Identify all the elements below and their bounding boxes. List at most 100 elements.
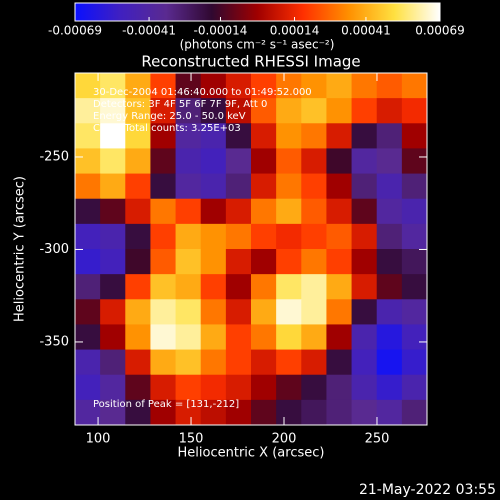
- heatmap-cell: [75, 123, 101, 149]
- colorbar-tick-label: 0.00014: [270, 24, 320, 38]
- heatmap-cell: [351, 249, 378, 275]
- heatmap-cell: [351, 349, 378, 376]
- heatmap-cell: [75, 374, 101, 401]
- heatmap-cell: [175, 198, 202, 225]
- heatmap-cell: [326, 73, 353, 99]
- heatmap-cell: [301, 249, 327, 275]
- heatmap-cell: [401, 324, 428, 351]
- heatmap-cell: [100, 198, 126, 225]
- heatmap-cell: [175, 399, 202, 426]
- heatmap-cell: [175, 349, 202, 376]
- heatmap-cell: [301, 223, 327, 250]
- heatmap-cell: [351, 198, 378, 225]
- y-axis-label: Heliocentric Y (arcsec): [13, 176, 28, 322]
- chart-title: Reconstructed RHESSI Image: [141, 53, 360, 71]
- heatmap-cell: [276, 173, 302, 200]
- heatmap-cell: [225, 399, 252, 426]
- timestamp: 21-May-2022 03:55: [359, 482, 496, 498]
- heatmap-cell: [326, 249, 353, 275]
- heatmap-cell: [225, 173, 252, 200]
- heatmap-cell: [251, 223, 277, 250]
- heatmap-cell: [251, 249, 277, 275]
- annotation: Clean Total counts: 3.25E+03: [93, 123, 241, 134]
- heatmap-cell: [225, 374, 252, 401]
- heatmap-cell: [326, 324, 353, 351]
- heatmap-cell: [276, 223, 302, 250]
- heatmap-cell: [75, 399, 101, 426]
- heatmap-cell: [326, 349, 353, 376]
- heatmap-cell: [200, 299, 227, 325]
- heatmap-cell: [251, 73, 277, 99]
- heatmap-cell: [326, 399, 353, 426]
- heatmap-cell: [175, 249, 202, 275]
- heatmap-cell: [100, 173, 126, 200]
- heatmap-cell: [251, 198, 277, 225]
- heatmap-cell: [326, 98, 353, 124]
- heatmap-cell: [100, 324, 126, 351]
- heatmap-cell: [326, 299, 353, 325]
- colorbar-tick-label: 0.00069: [415, 24, 465, 38]
- heatmap-cell: [351, 173, 378, 200]
- heatmap-cell: [401, 249, 428, 275]
- heatmap-cell: [175, 73, 202, 99]
- heatmap-cell: [125, 223, 151, 250]
- heatmap-cell: [175, 173, 202, 200]
- x-tick-label: 150: [179, 432, 204, 447]
- heatmap-cell: [251, 274, 277, 300]
- heatmap-cell: [326, 173, 353, 200]
- heatmap-cell: [351, 374, 378, 401]
- heatmap-cell: [125, 98, 151, 124]
- heatmap-cell: [125, 148, 151, 175]
- heatmap-cell: [150, 148, 177, 175]
- heatmap-cell: [276, 249, 302, 275]
- heatmap-cell: [301, 274, 327, 300]
- heatmap-cell: [225, 123, 252, 149]
- heatmap-cell: [75, 299, 101, 325]
- heatmap-cell: [75, 249, 101, 275]
- colorbar-tick-label: 0.00041: [341, 24, 391, 38]
- heatmap-cell: [175, 299, 202, 325]
- heatmap-cell: [100, 148, 126, 175]
- y-tick-label: -250: [39, 149, 69, 164]
- heatmap-cell: [100, 399, 126, 426]
- heatmap-cell: [175, 223, 202, 250]
- heatmap-cell: [351, 274, 378, 300]
- heatmap-cell: [301, 374, 327, 401]
- heatmap-cell: [276, 349, 302, 376]
- heatmap-cell: [351, 223, 378, 250]
- heatmap-cell: [100, 98, 126, 124]
- y-tick-label: -350: [39, 334, 69, 349]
- heatmap-cell: [75, 324, 101, 351]
- peak-label: Position of Peak = [131,-212]: [93, 399, 239, 410]
- heatmap-cell: [401, 73, 428, 99]
- heatmap-cell: [351, 98, 378, 124]
- heatmap-cell: [401, 349, 428, 376]
- heatmap-cell: [175, 123, 202, 149]
- heatmap-cell: [276, 299, 302, 325]
- heatmap-cell: [276, 98, 302, 124]
- heatmap-cell: [175, 374, 202, 401]
- colorbar-units: (photons cm⁻² s⁻¹ asec⁻²): [180, 38, 335, 52]
- heatmap-cell: [251, 148, 277, 175]
- heatmap-cell: [125, 299, 151, 325]
- heatmap-cell: [301, 324, 327, 351]
- heatmap-cell: [276, 123, 302, 149]
- heatmap-cell: [326, 223, 353, 250]
- heatmap-cell: [401, 399, 428, 426]
- heatmap-cell: [376, 249, 403, 275]
- heatmap-cell: [75, 73, 101, 99]
- heatmap-cell: [225, 223, 252, 250]
- heatmap-cell: [401, 374, 428, 401]
- heatmap-cell: [401, 274, 428, 300]
- heatmap-cell: [150, 274, 177, 300]
- heatmap-cell: [376, 198, 403, 225]
- heatmap-cell: [75, 148, 101, 175]
- heatmap-cell: [376, 274, 403, 300]
- heatmap-cell: [376, 148, 403, 175]
- heatmap-cell: [200, 123, 227, 149]
- heatmap-cell: [125, 274, 151, 300]
- heatmap-cell: [175, 274, 202, 300]
- heatmap-cell: [200, 73, 227, 99]
- heatmap-cell: [326, 274, 353, 300]
